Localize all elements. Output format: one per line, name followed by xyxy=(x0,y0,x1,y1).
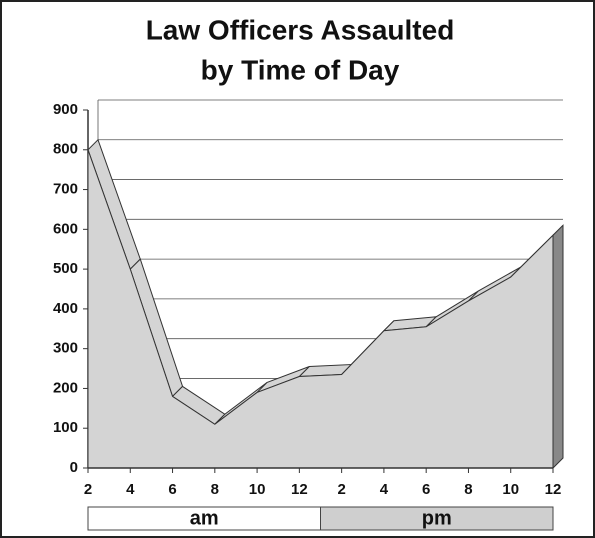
x-group-label: am xyxy=(190,507,219,529)
x-tick-label: 2 xyxy=(337,481,345,498)
y-tick-label: 500 xyxy=(53,260,78,277)
x-tick-label: 8 xyxy=(211,481,219,498)
x-tick-label: 6 xyxy=(168,481,176,498)
area-end-cap xyxy=(552,224,564,470)
x-tick-label: 8 xyxy=(464,481,472,498)
y-tick-label: 200 xyxy=(53,379,78,396)
y-tick-label: 300 xyxy=(53,340,78,357)
y-tick-label: 100 xyxy=(53,419,78,436)
y-tick-label: 600 xyxy=(53,220,78,237)
area xyxy=(87,149,554,469)
x-tick-label: 4 xyxy=(380,481,389,498)
x-tick-label: 12 xyxy=(545,481,562,498)
x-tick-label: 12 xyxy=(291,481,308,498)
x-group-band xyxy=(320,506,554,531)
y-tick-label: 900 xyxy=(53,101,78,118)
y-tick-label: 400 xyxy=(53,300,78,317)
y-tick-label: 800 xyxy=(53,141,78,158)
x-tick-label: 4 xyxy=(126,481,135,498)
x-group-label: pm xyxy=(422,507,452,529)
x-tick-label: 10 xyxy=(502,481,519,498)
x-tick-label: 6 xyxy=(422,481,430,498)
x-tick-label: 2 xyxy=(84,481,92,498)
chart-title: by Time of Day xyxy=(201,54,400,85)
y-tick-label: 700 xyxy=(53,181,78,198)
x-tick-label: 10 xyxy=(249,481,266,498)
chart-title: Law Officers Assaulted xyxy=(146,14,455,45)
y-tick-label: 0 xyxy=(70,459,78,476)
